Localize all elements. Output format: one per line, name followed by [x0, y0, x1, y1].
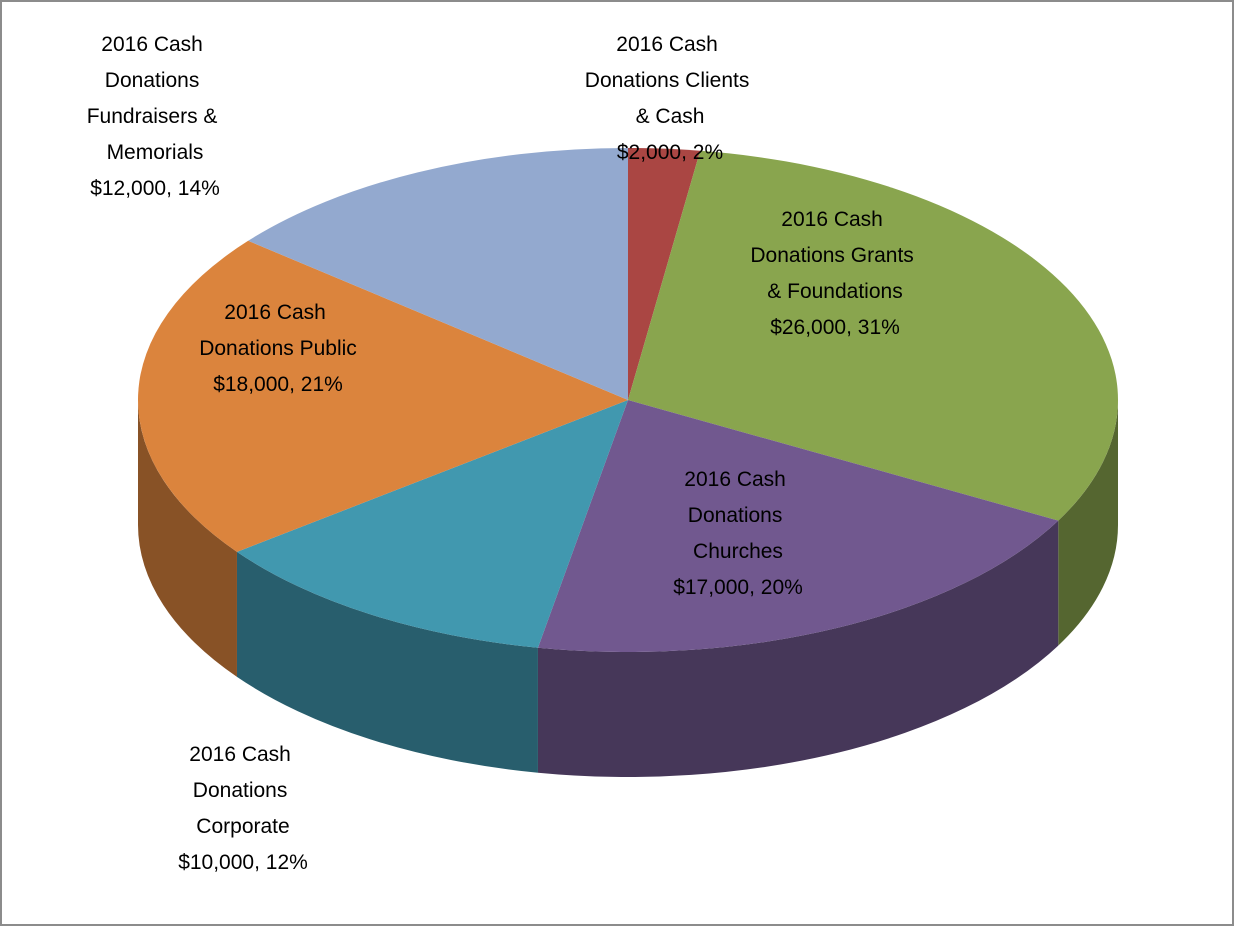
pie-slice — [248, 148, 628, 400]
data-label-category: 2016 Cash Donations Clients & Cash — [585, 33, 755, 128]
data-label-values: $17,000, 20% — [673, 576, 803, 599]
data-label-category: 2016 Cash Donations Public — [199, 301, 357, 360]
data-label-category: 2016 Cash Donations Churches — [684, 468, 791, 563]
pie-slice — [537, 400, 1059, 653]
data-label-values: $12,000, 14% — [90, 177, 220, 200]
pie-side — [537, 520, 1059, 778]
pie-slice — [236, 400, 628, 648]
data-label-values: $2,000, 2% — [617, 141, 723, 164]
data-label-percent: 21% — [301, 373, 343, 396]
data-label: 2016 Cash Donations Clients & Cash $2,000… — [585, 33, 755, 164]
data-label-value: $12,000 — [90, 177, 166, 200]
data-label-value: $10,000 — [178, 851, 254, 874]
data-label-category: 2016 Cash Donations Corporate — [189, 743, 296, 838]
data-label-percent: 31% — [858, 316, 900, 339]
pie-slice — [628, 150, 1118, 521]
pie-slice — [137, 240, 628, 552]
data-label-value: $18,000 — [213, 373, 289, 396]
data-label-value: $26,000 — [770, 316, 846, 339]
data-label-values: $10,000, 12% — [178, 851, 308, 874]
data-label-percent: 2% — [693, 141, 723, 164]
data-label-category: 2016 Cash Donations Grants & Foundations — [750, 208, 919, 303]
data-label-values: $26,000, 31% — [770, 316, 900, 339]
data-label-value: $17,000 — [673, 576, 749, 599]
data-label-percent: 14% — [178, 177, 220, 200]
data-label-values: $18,000, 21% — [213, 373, 343, 396]
data-label: 2016 Cash Donations Fundraisers & Memori… — [87, 33, 224, 200]
data-label: 2016 Cash Donations Corporate $10,000, 12… — [178, 743, 308, 874]
data-label-category: 2016 Cash Donations Fundraisers & Memori… — [87, 33, 224, 164]
pie-slice — [628, 148, 701, 400]
pie-side — [1058, 400, 1118, 646]
data-label: 2016 Cash Donations Grants & Foundations… — [750, 208, 919, 339]
data-label: 2016 Cash Donations Churches $17,000, 20% — [673, 468, 803, 599]
data-label-percent: 12% — [266, 851, 308, 874]
data-label: 2016 Cash Donations Public $18,000, 21% — [199, 301, 357, 396]
pie-side — [138, 400, 237, 677]
data-label-value: $2,000 — [617, 141, 681, 164]
pie-side — [236, 551, 538, 773]
data-label-percent: 20% — [761, 576, 803, 599]
